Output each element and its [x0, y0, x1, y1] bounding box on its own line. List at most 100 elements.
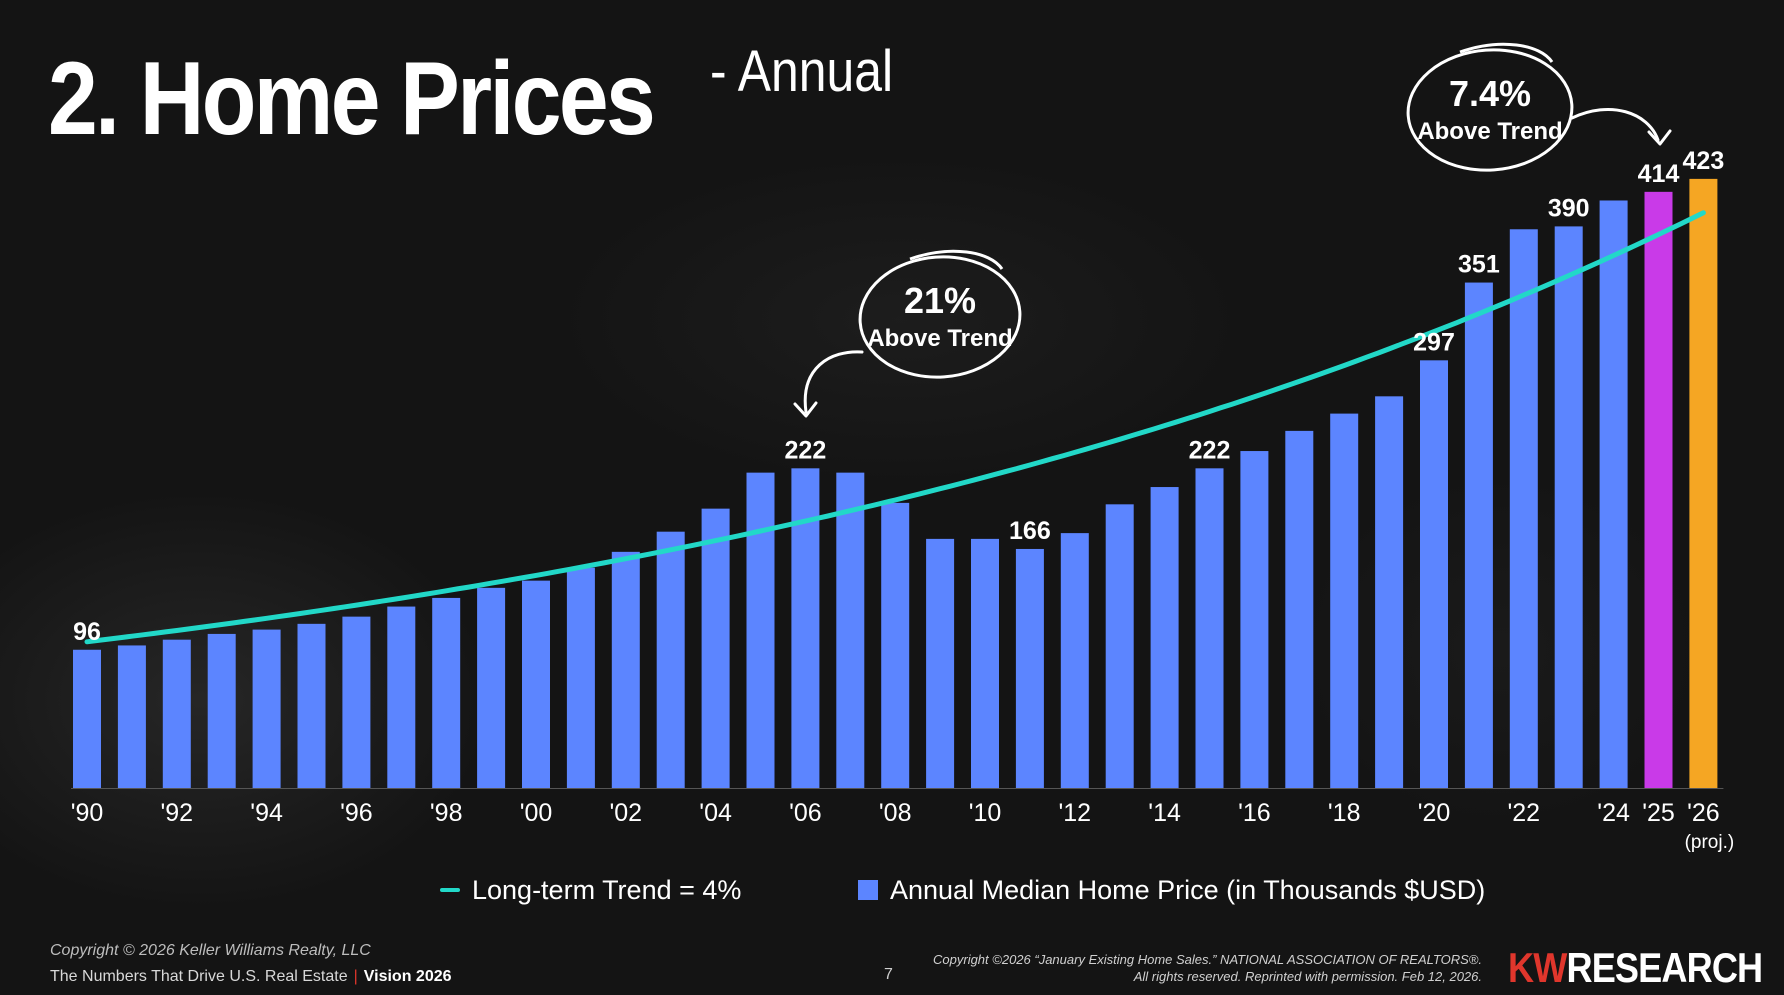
bar-2010 — [971, 538, 999, 788]
annotation-arrow — [803, 350, 864, 414]
title-main: 2. Home Prices — [48, 41, 656, 157]
bar-2016 — [1240, 451, 1269, 788]
annotations: 21% Above Trend 7.4% Above Trend — [793, 42, 1672, 418]
bar-2001 — [566, 567, 595, 788]
footer-copyright: Copyright © 2026 Keller Williams Realty,… — [50, 942, 371, 959]
bar-2018 — [1330, 413, 1359, 788]
bar-1991 — [117, 645, 146, 788]
page-number: 7 — [884, 966, 893, 983]
bar-1997 — [387, 606, 416, 788]
tick-label-2000: '00 — [520, 799, 553, 827]
annotation-arrow — [1570, 108, 1660, 142]
data-labels: 96 222 166 222 297 351 390 414 423 — [73, 147, 1724, 646]
bar-1993 — [207, 633, 236, 788]
tick-label-2022: '22 — [1508, 799, 1541, 827]
tick-label-2010: '10 — [969, 799, 1002, 827]
data-label-1990: 96 — [73, 618, 101, 646]
tick-label-1992: '92 — [161, 799, 194, 827]
bar-1992 — [162, 639, 191, 788]
data-label-2026: 423 — [1683, 147, 1725, 175]
tick-label-2020: '20 — [1418, 799, 1451, 827]
bar-2009 — [926, 538, 955, 788]
bar-2022 — [1509, 229, 1538, 788]
footer-series: The Numbers That Drive U.S. Real Estate |… — [50, 964, 452, 990]
tick-label-1998: '98 — [430, 799, 463, 827]
bar-2000 — [522, 580, 550, 788]
x-axis-ticks: '90 '92 '94 '96 '98 '00 '02 '04 '06 '08 '10 '12 '14 '… — [71, 799, 1735, 853]
tick-label-1994: '94 — [250, 799, 283, 827]
data-label-2025: 414 — [1638, 160, 1680, 188]
bar-2024 — [1599, 200, 1628, 789]
bar-2003 — [656, 531, 685, 788]
tick-label-2006: '06 — [789, 799, 822, 827]
bar-1998 — [432, 597, 461, 788]
bar-2008 — [881, 502, 910, 788]
tick-label-2018: '18 — [1328, 799, 1361, 827]
annotation-pct: 7.4% — [1449, 73, 1531, 114]
legend-trend-swatch — [440, 888, 460, 892]
bar-1990 — [73, 649, 101, 788]
data-label-2023: 390 — [1548, 194, 1590, 222]
tick-label-1996: '96 — [340, 799, 373, 827]
annotation-circle-overlap — [909, 249, 1004, 270]
bar-1994 — [252, 629, 281, 788]
data-label-2011: 166 — [1009, 517, 1051, 545]
tick-label-2008: '08 — [879, 799, 912, 827]
data-label-2021: 351 — [1458, 251, 1500, 279]
data-label-2006: 222 — [785, 436, 827, 464]
bar-2013 — [1105, 504, 1134, 788]
brand-research: RESEARCH — [1566, 944, 1763, 991]
title-sub: - Annual — [710, 39, 894, 104]
bar-1996 — [342, 616, 371, 788]
tick-label-2014: '14 — [1148, 799, 1181, 827]
annotation-arrowhead — [1647, 129, 1672, 146]
tick-label-2026: '26 — [1687, 799, 1720, 827]
annotation-text: Above Trend — [1417, 118, 1562, 145]
bar-2026 — [1689, 178, 1718, 788]
annotation-pct: 21% — [904, 280, 976, 321]
bar-2014 — [1150, 487, 1179, 788]
bar-2012 — [1060, 533, 1089, 788]
annotation-arrowhead — [793, 401, 818, 418]
bar-2011 — [1015, 548, 1044, 788]
tick-label-1990: '90 — [71, 799, 104, 827]
footer-vision: Vision 2026 — [363, 968, 452, 985]
bar-1995 — [297, 623, 326, 788]
legend-trend: Long-term Trend = 4% — [440, 870, 741, 910]
tick-sublabel-proj: (proj.) — [1685, 832, 1735, 853]
data-label-2020: 297 — [1413, 328, 1455, 356]
legend-bar-label: Annual Median Home Price (in Thousands $… — [890, 874, 1486, 905]
legend-trend-label: Long-term Trend = 4% — [472, 874, 742, 905]
legend-bar-swatch — [858, 880, 878, 900]
annotation-text: Above Trend — [867, 325, 1012, 352]
bar-2015 — [1195, 468, 1224, 788]
page-title: 2. Home Prices — [48, 40, 752, 159]
bar-2005 — [746, 472, 775, 788]
brand-logo: KWRESEARCH — [1508, 944, 1763, 992]
trend-line — [84, 210, 1706, 645]
annotation-1: 7.4% Above Trend — [1406, 42, 1672, 172]
tick-label-2025: '25 — [1642, 799, 1675, 827]
annotation-circle — [1406, 48, 1574, 172]
bar-2017 — [1285, 430, 1314, 788]
footer-series-title: The Numbers That Drive U.S. Real Estate — [50, 968, 348, 985]
bar-2020 — [1420, 360, 1448, 788]
brand-kw: KW — [1508, 944, 1567, 991]
annotation-circle-overlap — [1459, 42, 1554, 63]
bar-series — [73, 178, 1718, 789]
tick-label-2024: '24 — [1597, 799, 1630, 827]
data-label-2015: 222 — [1189, 436, 1231, 464]
bar-1999 — [477, 587, 506, 788]
bar-2023 — [1554, 226, 1583, 788]
bar-2004 — [701, 508, 730, 788]
bar-2019 — [1375, 396, 1404, 788]
bar-2007 — [836, 472, 865, 788]
footer-separator: | — [353, 968, 358, 985]
legend-bars: Annual Median Home Price (in Thousands $… — [858, 870, 1485, 910]
tick-label-2016: '16 — [1238, 799, 1271, 827]
source-line-1: Copyright ©2026 “January Existing Home S… — [933, 952, 1482, 967]
source-line-2: All rights reserved. Reprinted with perm… — [1133, 969, 1482, 984]
tick-label-2004: '04 — [699, 799, 732, 827]
footer-left: Copyright © 2026 Keller Williams Realty,… — [50, 938, 452, 990]
